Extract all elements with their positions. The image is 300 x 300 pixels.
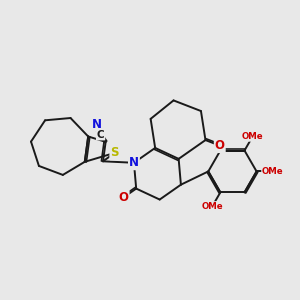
Text: N: N (129, 156, 139, 169)
Text: OMe: OMe (242, 132, 263, 141)
Text: O: O (215, 139, 225, 152)
Text: OMe: OMe (201, 202, 223, 211)
Text: N: N (92, 118, 102, 131)
Text: S: S (110, 146, 119, 159)
Text: C: C (97, 130, 104, 140)
Text: O: O (119, 191, 129, 204)
Text: OMe: OMe (262, 167, 283, 176)
